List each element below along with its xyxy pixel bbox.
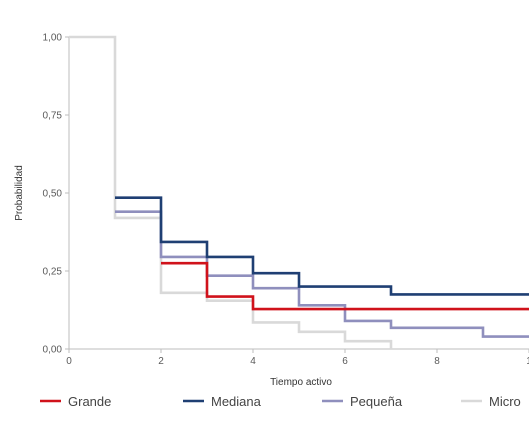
x-tick-label: 1 bbox=[526, 356, 529, 367]
x-ticks: 0 2 4 6 8 1 bbox=[66, 349, 529, 367]
series-line-pequena bbox=[115, 210, 529, 338]
x-tick-label: 0 bbox=[66, 356, 72, 367]
series-line-grande bbox=[161, 261, 529, 311]
x-tick-label: 6 bbox=[342, 356, 348, 367]
chart-legend: Grande Mediana Pequeña Micro bbox=[40, 394, 521, 409]
legend-label-micro: Micro bbox=[489, 394, 521, 409]
x-tick-label: 4 bbox=[250, 356, 256, 367]
series-line-mediana bbox=[115, 196, 529, 296]
legend-label-grande: Grande bbox=[68, 394, 111, 409]
y-ticks: 0,00 0,25 0,50 0,75 1,00 bbox=[43, 33, 69, 356]
legend-label-pequena: Pequeña bbox=[350, 394, 403, 409]
y-tick-label: 1,00 bbox=[43, 33, 63, 44]
x-axis-title: Tiempo activo bbox=[270, 377, 332, 388]
legend-label-mediana: Mediana bbox=[211, 394, 262, 409]
y-axis-title: Probabilidad bbox=[14, 165, 25, 221]
y-tick-label: 0,00 bbox=[43, 345, 63, 356]
y-tick-label: 0,75 bbox=[43, 111, 63, 122]
x-tick-label: 2 bbox=[158, 356, 164, 367]
series-layer bbox=[69, 35, 529, 349]
x-tick-label: 8 bbox=[434, 356, 440, 367]
series-line-micro bbox=[69, 35, 393, 349]
y-tick-label: 0,50 bbox=[43, 189, 63, 200]
y-tick-label: 0,25 bbox=[43, 267, 63, 278]
